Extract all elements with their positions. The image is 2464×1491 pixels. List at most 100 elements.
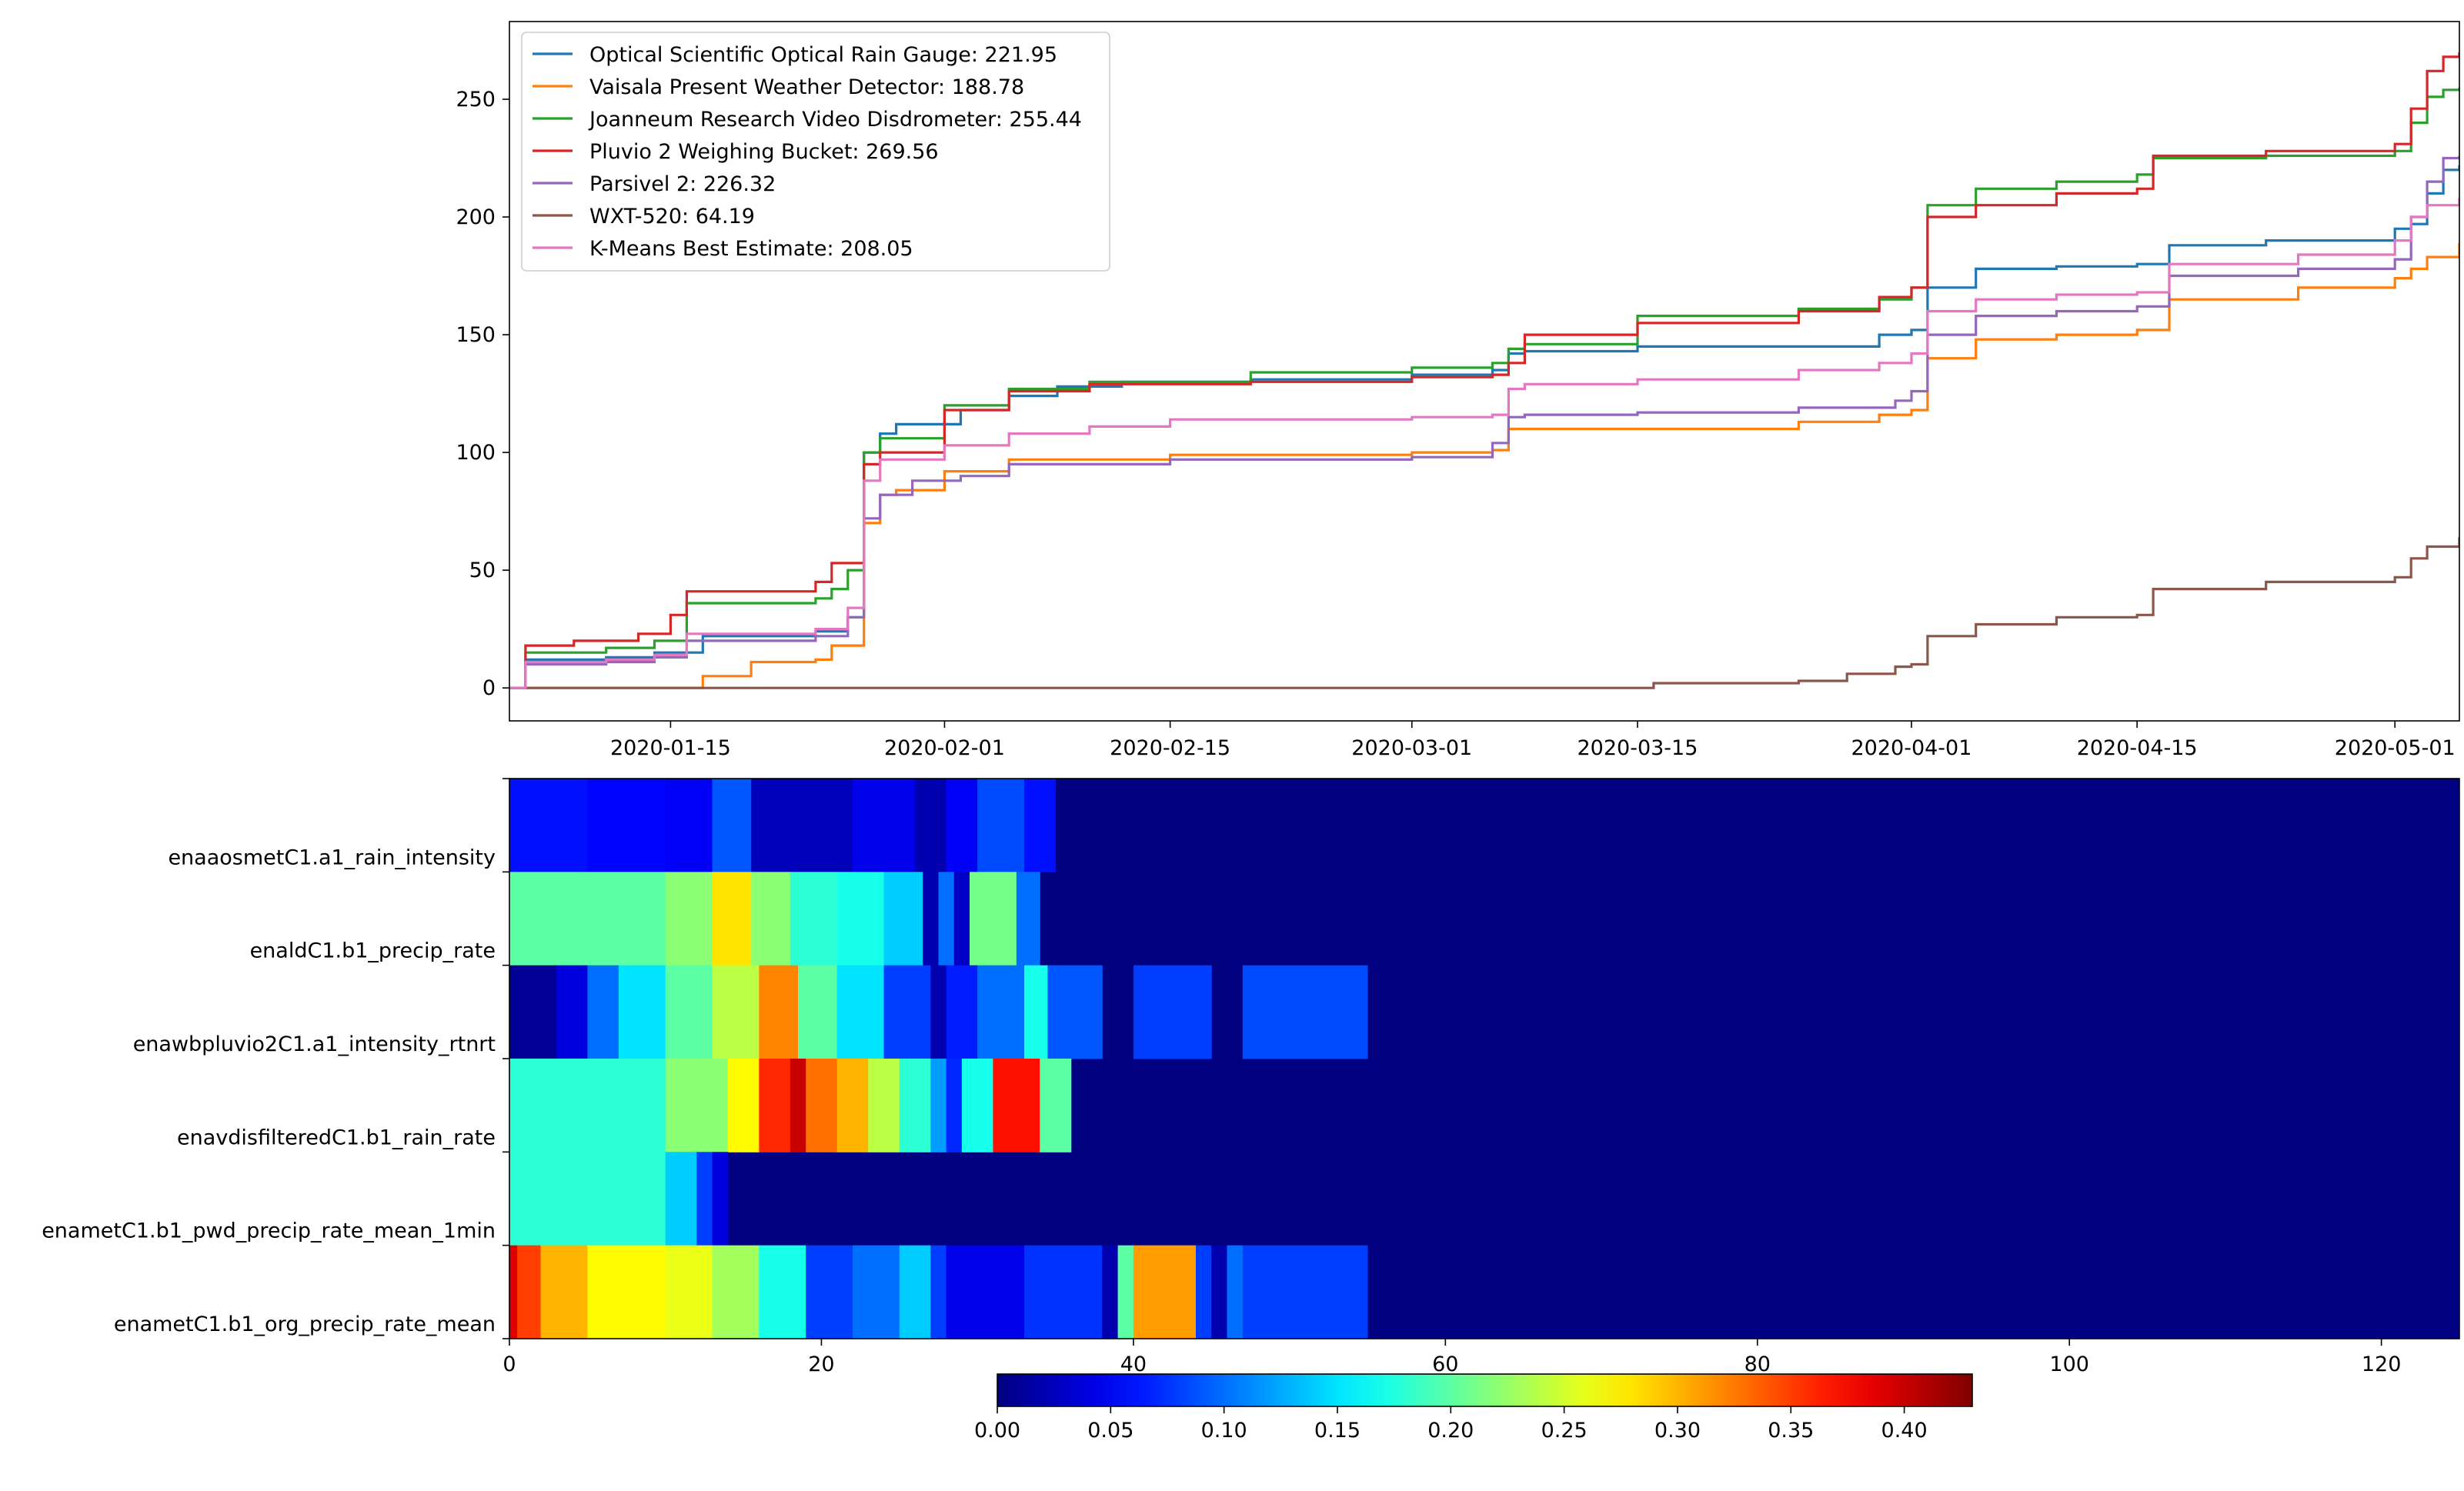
hm-x-tick-label-0: 0	[502, 1353, 516, 1376]
heatmap-cell-5-10	[930, 1245, 947, 1339]
heatmap-cell-2-3	[618, 965, 666, 1059]
heatmap-cell-5-4	[665, 1245, 713, 1339]
colorbar-tick-label-0: 0.00	[974, 1419, 1020, 1443]
colorbar-tick-label-6: 0.30	[1654, 1419, 1701, 1443]
heatmap-cell-2-7	[798, 965, 838, 1059]
heatmap-cell-5-5	[712, 1245, 760, 1339]
heatmap-cell-2-6	[759, 965, 799, 1059]
series-line-0	[509, 165, 2459, 689]
x-tick-label-3: 2020-03-01	[1351, 736, 1472, 760]
heatmap-cell-3-0	[509, 1059, 666, 1152]
heatmap-cell-0-3	[712, 779, 752, 872]
heatmap-cell-5-3	[587, 1245, 666, 1339]
legend-label-5: WXT-520: 64.19	[589, 205, 755, 228]
plot-frame	[509, 21, 2460, 722]
heatmap-cell-0-8	[977, 779, 1025, 872]
heatmap-cell-4-0	[509, 1152, 666, 1246]
heatmap-cell-5-8	[852, 1245, 900, 1339]
heatmap-cell-1-4	[790, 872, 838, 966]
heatmap-cell-3-6	[836, 1059, 869, 1152]
heatmap-cell-3-7	[868, 1059, 900, 1152]
heatmap-chart: enaaosmetC1.a1_rain_intensity enaldC1.b1_…	[42, 778, 2460, 1443]
heatmap-cell-2-13	[1023, 965, 1048, 1059]
heatmap-cell-2-9	[883, 965, 931, 1059]
heatmap-cell-3-9	[930, 1059, 947, 1152]
legend-label-6: K-Means Best Estimate: 208.05	[589, 237, 913, 261]
x-tick-label-5: 2020-04-01	[1851, 736, 1972, 760]
heatmap-cell-2-16	[1242, 965, 1368, 1059]
series-line-1	[509, 242, 2459, 689]
heatmap-cell-1-9	[953, 872, 970, 966]
heatmap-cell-2-11	[946, 965, 978, 1059]
x-tick-label-7: 2020-05-01	[2335, 736, 2456, 760]
hm-x-tick-label-5: 100	[2049, 1353, 2089, 1376]
legend-label-0: Optical Scientific Optical Rain Gauge: 2…	[589, 43, 1057, 67]
y-tick-label-1: 50	[469, 559, 496, 582]
series-line-4	[509, 155, 2459, 689]
row-label-2: enawbpluvio2C1.a1_intensity_rtnrt	[133, 1032, 496, 1056]
heatmap-cell-0-2	[665, 779, 713, 872]
colorbar	[997, 1373, 1973, 1407]
row-label-0: enaaosmetC1.a1_rain_intensity	[168, 846, 496, 869]
heatmap-cell-0-0	[509, 779, 588, 872]
heatmap-cell-0-1	[587, 779, 666, 872]
row-label-3: enavdisfilteredC1.b1_rain_rate	[177, 1126, 496, 1149]
heatmap-cell-5-19	[1242, 1245, 1368, 1339]
heatmap-cell-2-12	[977, 965, 1025, 1059]
heatmap-cell-2-0	[509, 965, 557, 1059]
heatmap-cell-5-17	[1211, 1245, 1228, 1339]
heatmap-cell-3-1	[665, 1059, 729, 1152]
y-tick-label-4: 200	[456, 205, 496, 229]
heatmap-cell-4-1	[665, 1152, 697, 1246]
heatmap-cell-3-3	[759, 1059, 791, 1152]
heatmap-cell-1-7	[923, 872, 939, 966]
heatmap-cell-5-6	[759, 1245, 806, 1339]
hm-x-tick-label-3: 60	[1432, 1353, 1458, 1376]
x-tick-label-2: 2020-02-15	[1110, 736, 1230, 760]
heatmap-cell-1-10	[970, 872, 1017, 966]
heatmap-cell-3-2	[727, 1059, 760, 1152]
heatmap-cell-5-2	[540, 1245, 588, 1339]
colorbar-tick-label-8: 0.40	[1881, 1419, 1928, 1443]
row-label-1: enaldC1.b1_precip_rate	[250, 939, 496, 963]
heatmap-cell-0-9	[1023, 779, 1057, 872]
series-line-5	[509, 537, 2459, 689]
heatmap-cell-5-14	[1117, 1245, 1134, 1339]
heatmap-cell-5-13	[1102, 1245, 1119, 1339]
series-line-2	[509, 87, 2459, 689]
x-tick-label-0: 2020-01-15	[610, 736, 731, 760]
row-label-5: enametC1.b1_org_precip_rate_mean	[114, 1313, 496, 1336]
heatmap-cell-5-1	[517, 1245, 542, 1339]
heatmap-cell-3-11	[961, 1059, 993, 1152]
heatmap-cell-5-16	[1195, 1245, 1212, 1339]
heatmap-cell-4-3	[712, 1152, 729, 1246]
hm-x-tick-label-1: 20	[808, 1353, 834, 1376]
heatmap-cell-5-0	[509, 1245, 518, 1339]
heatmap-cell-3-8	[899, 1059, 931, 1152]
heatmap-cell-3-4	[790, 1059, 806, 1152]
legend-label-3: Pluvio 2 Weighing Bucket: 269.56	[589, 140, 939, 164]
heatmap-cell-2-10	[930, 965, 947, 1059]
heatmap-cell-4-2	[696, 1152, 713, 1246]
x-tick-label-6: 2020-04-15	[2077, 736, 2198, 760]
colorbar-tick-label-5: 0.25	[1541, 1419, 1588, 1443]
heatmap-cell-0-4	[751, 779, 853, 872]
x-tick-label-4: 2020-03-15	[1577, 736, 1698, 760]
heatmap-cell-1-2	[712, 872, 752, 966]
heatmap-cell-2-1	[556, 965, 588, 1059]
heatmap-cell-5-12	[1023, 1245, 1103, 1339]
hm-x-tick-label-2: 40	[1120, 1353, 1147, 1376]
heatmap-cell-3-10	[946, 1059, 963, 1152]
heatmap-frame	[509, 778, 2460, 1339]
y-tick-label-3: 150	[456, 323, 496, 347]
heatmap-cell-1-5	[836, 872, 885, 966]
heatmap-cell-2-15	[1133, 965, 1212, 1059]
heatmap-cell-0-7	[946, 779, 978, 872]
heatmap-cell-5-18	[1227, 1245, 1244, 1339]
y-tick-label-2: 100	[456, 441, 496, 465]
line-chart: 0 50 100 150 200 250 2020-01-15 2020-02-01 2020-…	[456, 21, 2460, 760]
heatmap-cell-1-1	[665, 872, 713, 966]
row-label-4: enametC1.b1_pwd_precip_rate_mean_1min	[42, 1219, 496, 1243]
legend-label-1: Vaisala Present Weather Detector: 188.78	[589, 75, 1024, 99]
